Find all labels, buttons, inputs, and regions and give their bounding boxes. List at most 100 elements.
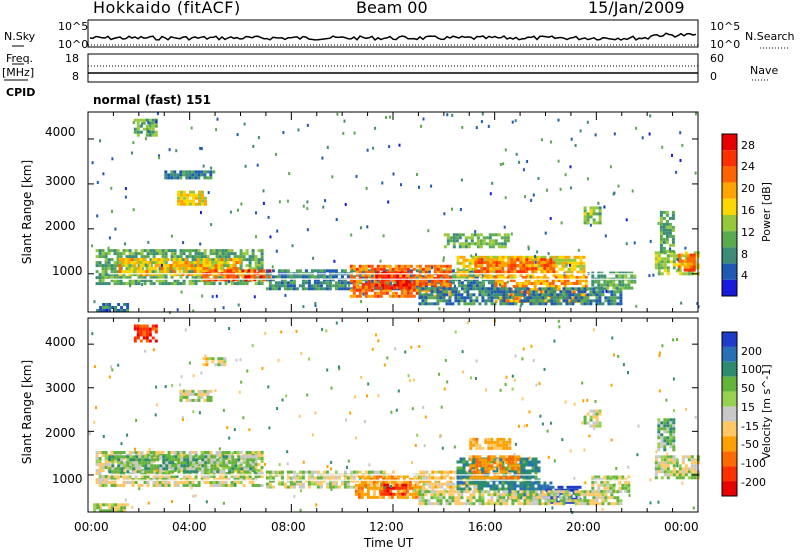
heatmap-cell xyxy=(495,261,499,265)
heatmap-cell xyxy=(525,255,529,259)
heatmap-scatter-point xyxy=(398,143,401,147)
heatmap-cell xyxy=(352,282,356,286)
velocity-cbar-tick: -200 xyxy=(741,476,766,489)
heatmap-cell xyxy=(552,270,556,274)
heatmap-cell xyxy=(245,282,249,286)
heatmap-cell xyxy=(396,495,400,499)
heatmap-scatter-point xyxy=(502,162,505,166)
heatmap-cell xyxy=(202,278,206,282)
heatmap-cell xyxy=(627,271,631,275)
heatmap-cell xyxy=(101,484,105,487)
heatmap-cell xyxy=(360,483,364,487)
heatmap-scatter-point xyxy=(379,259,382,263)
heatmap-cell xyxy=(477,264,481,268)
heatmap-cell xyxy=(659,219,663,223)
heatmap-cell xyxy=(366,492,370,496)
heatmap-cell xyxy=(310,470,314,474)
heatmap-scatter-point xyxy=(365,186,368,190)
heatmap-scatter-point xyxy=(355,174,358,178)
heatmap-cell xyxy=(524,279,528,282)
heatmap-cell xyxy=(355,273,359,277)
heatmap-cell xyxy=(176,255,180,259)
heatmap-cell xyxy=(325,278,329,282)
heatmap-cell xyxy=(436,293,440,297)
heatmap-cell xyxy=(360,495,364,499)
heatmap-cell xyxy=(525,457,529,461)
heatmap-cell xyxy=(603,280,607,284)
heatmap-cell xyxy=(343,284,347,288)
heatmap-cell xyxy=(101,279,105,283)
heatmap-cell xyxy=(343,476,347,480)
heatmap-cell xyxy=(400,267,404,271)
heatmap-cell xyxy=(436,493,440,497)
heatmap-cell xyxy=(394,294,398,298)
heatmap-cell xyxy=(598,218,602,222)
heatmap-cell xyxy=(141,464,145,468)
heatmap-cell xyxy=(595,302,599,306)
heatmap-cell xyxy=(355,479,359,483)
heatmap-cell xyxy=(615,283,619,287)
heatmap-cell xyxy=(534,267,538,271)
heatmap-cell xyxy=(316,470,320,474)
heatmap-cell xyxy=(349,276,353,280)
heatmap-cell xyxy=(295,287,299,291)
heatmap-cell xyxy=(430,493,434,497)
heatmap-cell xyxy=(260,475,264,478)
heatmap-cell xyxy=(456,484,460,488)
heatmap-cell xyxy=(597,283,601,287)
heatmap-cell xyxy=(659,225,663,229)
heatmap-cell xyxy=(554,276,558,279)
heatmap-cell xyxy=(189,199,192,203)
heatmap-cell xyxy=(158,276,162,280)
heatmap-cell xyxy=(370,294,374,298)
heatmap-scatter-point xyxy=(366,225,369,229)
heatmap-cell xyxy=(136,273,140,277)
heatmap-cell xyxy=(405,495,409,499)
heatmap-scatter-point xyxy=(286,199,289,203)
heatmap-cell xyxy=(260,460,264,463)
heatmap-cell xyxy=(271,485,275,489)
heatmap-cell xyxy=(128,481,132,484)
heatmap-cell xyxy=(343,281,347,285)
heatmap-cell xyxy=(201,190,204,194)
heatmap-cell xyxy=(505,296,509,300)
heatmap-cell xyxy=(567,273,571,277)
heatmap-cell xyxy=(161,472,165,475)
heatmap-cell xyxy=(212,170,216,174)
heatmap-cell xyxy=(621,280,625,284)
heatmap-cell xyxy=(357,495,361,499)
heatmap-cell xyxy=(167,173,171,177)
heatmap-cell xyxy=(459,273,463,277)
heatmap-cell xyxy=(245,451,249,454)
heatmap-scatter-point xyxy=(392,172,395,176)
heatmap-cell xyxy=(98,472,102,475)
heatmap-scatter-point xyxy=(107,246,110,250)
heatmap-cell xyxy=(397,273,401,277)
heatmap-cell xyxy=(540,264,544,268)
heatmap-cell xyxy=(496,464,500,468)
heatmap-cell xyxy=(545,285,549,288)
heatmap-cell xyxy=(604,287,608,291)
heatmap-cell xyxy=(576,270,580,274)
heatmap-cell xyxy=(301,278,305,282)
heatmap-cell xyxy=(393,480,397,484)
heatmap-cell xyxy=(337,281,341,285)
heatmap-cell xyxy=(466,302,470,306)
heatmap-cell xyxy=(510,276,514,280)
heatmap-cell xyxy=(459,469,463,473)
heatmap-cell xyxy=(114,455,118,459)
heatmap-scatter-point xyxy=(237,303,240,307)
heatmap-cell xyxy=(522,469,526,473)
heatmap-cell xyxy=(424,276,428,280)
heatmap-cell xyxy=(135,455,139,459)
heatmap-cell xyxy=(223,269,227,273)
heatmap-cell xyxy=(515,282,519,285)
heatmap-cell xyxy=(139,124,143,128)
heatmap-cell xyxy=(191,484,195,487)
heatmap-cell xyxy=(186,461,190,465)
heatmap-cell xyxy=(367,288,371,292)
heatmap-cell xyxy=(470,236,474,240)
heatmap-cell xyxy=(394,264,398,268)
heatmap-cell xyxy=(466,281,470,285)
heatmap-scatter-point xyxy=(430,184,433,188)
